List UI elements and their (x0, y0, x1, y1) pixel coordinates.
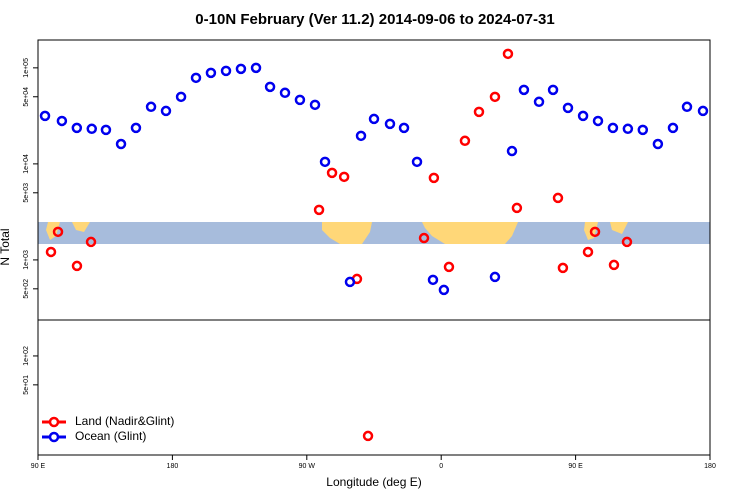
data-point (355, 130, 367, 142)
data-point (552, 192, 564, 204)
legend-label: Ocean (Glint) (75, 429, 146, 443)
data-point (681, 101, 693, 113)
data-point (592, 115, 604, 127)
x-axis-label: Longitude (deg E) (326, 475, 421, 489)
y-tick-label: 1e+03 (23, 250, 30, 270)
data-point (326, 167, 338, 179)
data-point (398, 122, 410, 134)
data-point (577, 110, 589, 122)
legend-marker (48, 431, 60, 443)
data-point (667, 122, 679, 134)
data-point (411, 156, 423, 168)
y-tick-label: 5e+02 (23, 279, 30, 299)
data-point (39, 110, 51, 122)
data-point (418, 232, 430, 244)
data-point (427, 274, 439, 286)
y-axis-label: N Total (0, 228, 12, 265)
data-point (589, 226, 601, 238)
data-point (362, 430, 374, 442)
x-tick-label: 90 E (31, 463, 46, 470)
data-point (56, 115, 68, 127)
data-point (582, 246, 594, 258)
data-point (697, 105, 709, 117)
data-point (294, 94, 306, 106)
data-point (115, 138, 127, 150)
data-point (547, 84, 559, 96)
data-point (338, 171, 350, 183)
data-point (145, 101, 157, 113)
data-point (205, 67, 217, 79)
data-point (86, 123, 98, 135)
x-tick-label: 180 (704, 463, 716, 470)
chart-title: 0-10N February (Ver 11.2) 2014-09-06 to … (195, 11, 554, 28)
data-point (622, 123, 634, 135)
data-point (264, 81, 276, 93)
data-point (489, 271, 501, 283)
data-point (473, 106, 485, 118)
data-point (52, 226, 64, 238)
data-point (384, 118, 396, 130)
data-point (607, 122, 619, 134)
data-point (100, 124, 112, 136)
y-tick-label: 1e+02 (23, 346, 30, 366)
data-point (652, 138, 664, 150)
data-point (45, 246, 57, 258)
data-point (71, 260, 83, 272)
data-point (533, 96, 545, 108)
map-strip (38, 222, 710, 244)
data-point (489, 91, 501, 103)
y-tick-label: 5e+04 (23, 87, 30, 107)
data-point (443, 261, 455, 273)
data-point (511, 202, 523, 214)
x-tick-label: 90 W (299, 463, 316, 470)
data-point (279, 87, 291, 99)
legend-label: Land (Nadir&Glint) (75, 414, 174, 428)
data-point (85, 236, 97, 248)
x-tick-label: 180 (167, 463, 179, 470)
y-tick-label: 1e+04 (23, 154, 30, 174)
data-point (608, 259, 620, 271)
x-tick-label: 0 (439, 463, 443, 470)
data-point (502, 48, 514, 60)
data-point (438, 284, 450, 296)
data-point (506, 145, 518, 157)
data-point (309, 99, 321, 111)
data-point (313, 204, 325, 216)
data-point (557, 262, 569, 274)
data-point (71, 122, 83, 134)
data-point (518, 84, 530, 96)
data-point (160, 105, 172, 117)
data-point (250, 62, 262, 74)
data-point (621, 236, 633, 248)
plot-frame (37, 39, 711, 456)
data-point (190, 72, 202, 84)
data-point (220, 65, 232, 77)
data-point (235, 63, 247, 75)
data-point (319, 156, 331, 168)
data-point (175, 91, 187, 103)
y-tick-label: 5e+03 (23, 183, 30, 203)
y-tick-label: 5e+01 (23, 375, 30, 395)
data-point (562, 102, 574, 114)
data-point (344, 276, 356, 288)
data-point (368, 113, 380, 125)
data-point (637, 124, 649, 136)
data-point (130, 122, 142, 134)
data-point (459, 135, 471, 147)
y-tick-label: 1e+05 (23, 58, 30, 78)
legend-marker (48, 416, 60, 428)
data-point (428, 172, 440, 184)
x-tick-label: 90 E (568, 463, 583, 470)
